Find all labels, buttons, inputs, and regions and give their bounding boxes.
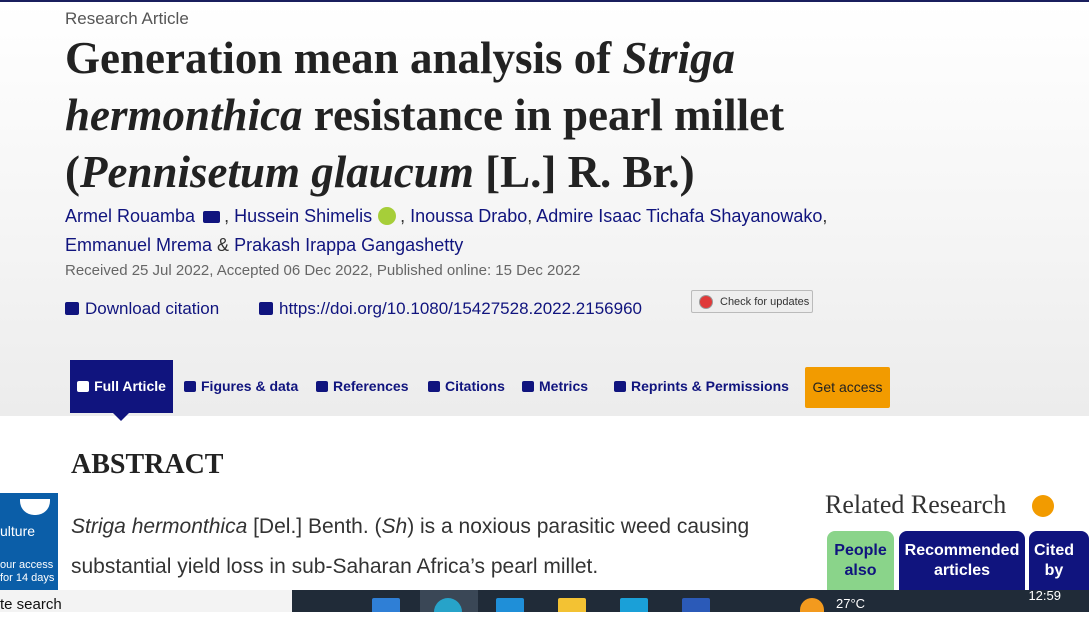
orcid-icon[interactable] <box>378 207 397 225</box>
separator: , <box>400 206 411 226</box>
tab-references[interactable]: References <box>316 378 409 394</box>
related-heading: Related Research <box>825 490 1007 519</box>
get-access-button[interactable]: Get access <box>805 367 890 408</box>
author-link[interactable]: Emmanuel Mrema <box>65 235 213 255</box>
tab-label: Citations <box>445 378 505 394</box>
tab-icon <box>522 381 534 392</box>
link-text: Download citation <box>85 299 220 318</box>
abstract-text: Striga hermonthica [Del.] Benth. (Sh) is… <box>71 507 751 587</box>
title-part: Pennisetum glaucum <box>80 147 474 197</box>
taskbar-icon[interactable] <box>372 598 400 612</box>
separator: , <box>527 206 537 226</box>
header-background <box>0 0 1089 416</box>
related-tab[interactable]: Cited by <box>1029 531 1089 601</box>
info-icon[interactable] <box>1032 495 1054 517</box>
taskbar-icon[interactable] <box>620 598 648 612</box>
ad-text: for 14 days <box>0 572 55 584</box>
abstract-part: ) is a noxious parasitic weed causing su… <box>71 515 750 578</box>
article-title: Generation mean analysis of Striga hermo… <box>65 30 855 201</box>
abstract-heading: ABSTRACT <box>71 449 224 480</box>
title-part: Striga hermonthica <box>65 33 736 140</box>
author-list: Armel Rouamba, Hussein Shimelis, Inoussa… <box>65 202 905 260</box>
ad-logo <box>20 499 50 515</box>
active-tab-pointer <box>112 412 130 421</box>
article-type: Research Article <box>65 9 189 28</box>
quote-icon <box>65 302 79 315</box>
search-box[interactable]: te search <box>0 590 292 613</box>
temperature: 27°C <box>836 596 866 611</box>
title-part: [L.] R. Br.) <box>473 147 695 197</box>
author-link[interactable]: Armel Rouamba <box>65 206 196 226</box>
taskbar-icon[interactable] <box>682 598 710 612</box>
publication-dates: Received 25 Jul 2022, Accepted 06 Dec 20… <box>65 262 581 279</box>
email-icon[interactable] <box>203 211 221 223</box>
tab-icon <box>614 381 626 392</box>
check-updates-button[interactable]: Check for updates <box>691 290 813 313</box>
tab-label: Full Article <box>94 378 166 394</box>
separator: & <box>212 235 235 255</box>
abstract-part: Striga hermonthica <box>71 515 248 538</box>
tab-metrics[interactable]: Metrics <box>522 378 588 394</box>
abstract-part: Sh <box>381 515 408 538</box>
related-tab[interactable]: Recommended articles <box>899 531 1025 601</box>
title-part: resistance in pearl millet ( <box>65 90 785 197</box>
tab-label: Figures & data <box>201 378 299 394</box>
download-citation[interactable]: Download citation <box>65 299 219 319</box>
taskbar-icon[interactable] <box>434 598 462 612</box>
tab-reprints[interactable]: Reprints & Permissions <box>614 378 789 394</box>
doi-link[interactable]: https://doi.org/10.1080/15427528.2022.21… <box>259 299 642 319</box>
taskbar: te search 12:59 27°C <box>0 588 1089 613</box>
tab-label: Reprints & Permissions <box>631 378 789 394</box>
tab-citations[interactable]: Citations <box>428 378 505 394</box>
abstract-part: [Del.] Benth. ( <box>247 515 382 538</box>
author-link[interactable]: Prakash Irappa Gangashetty <box>234 235 464 255</box>
author-link[interactable]: Inoussa Drabo <box>410 206 528 226</box>
tab-label: References <box>333 378 409 394</box>
tab-icon <box>77 381 90 392</box>
ad-text: ulture <box>0 523 36 539</box>
related-tab[interactable]: People also <box>827 531 894 601</box>
link-text: https://doi.org/10.1080/15427528.2022.21… <box>279 299 642 318</box>
tab-icon <box>184 381 196 392</box>
tab-figures[interactable]: Figures & data <box>184 378 298 394</box>
external-icon <box>259 302 273 315</box>
separator: , <box>224 206 235 226</box>
taskbar-icon[interactable] <box>496 598 524 612</box>
tab-full-article[interactable]: Full Article <box>70 360 173 413</box>
taskbar-icon[interactable] <box>558 598 586 612</box>
tab-icon <box>316 381 328 392</box>
separator: , <box>822 206 828 226</box>
ad-text: our access <box>0 559 54 571</box>
author-link[interactable]: Hussein Shimelis <box>234 206 373 226</box>
tab-label: Metrics <box>539 378 589 394</box>
weather-icon <box>800 598 824 612</box>
clock: 12:59 <box>1028 588 1061 603</box>
title-part: Generation mean analysis of <box>65 33 623 83</box>
tab-icon <box>428 381 440 392</box>
side-ad[interactable]: ulture our access for 14 days <box>0 493 58 590</box>
author-link[interactable]: Admire Isaac Tichafa Shayanowako <box>536 206 823 226</box>
